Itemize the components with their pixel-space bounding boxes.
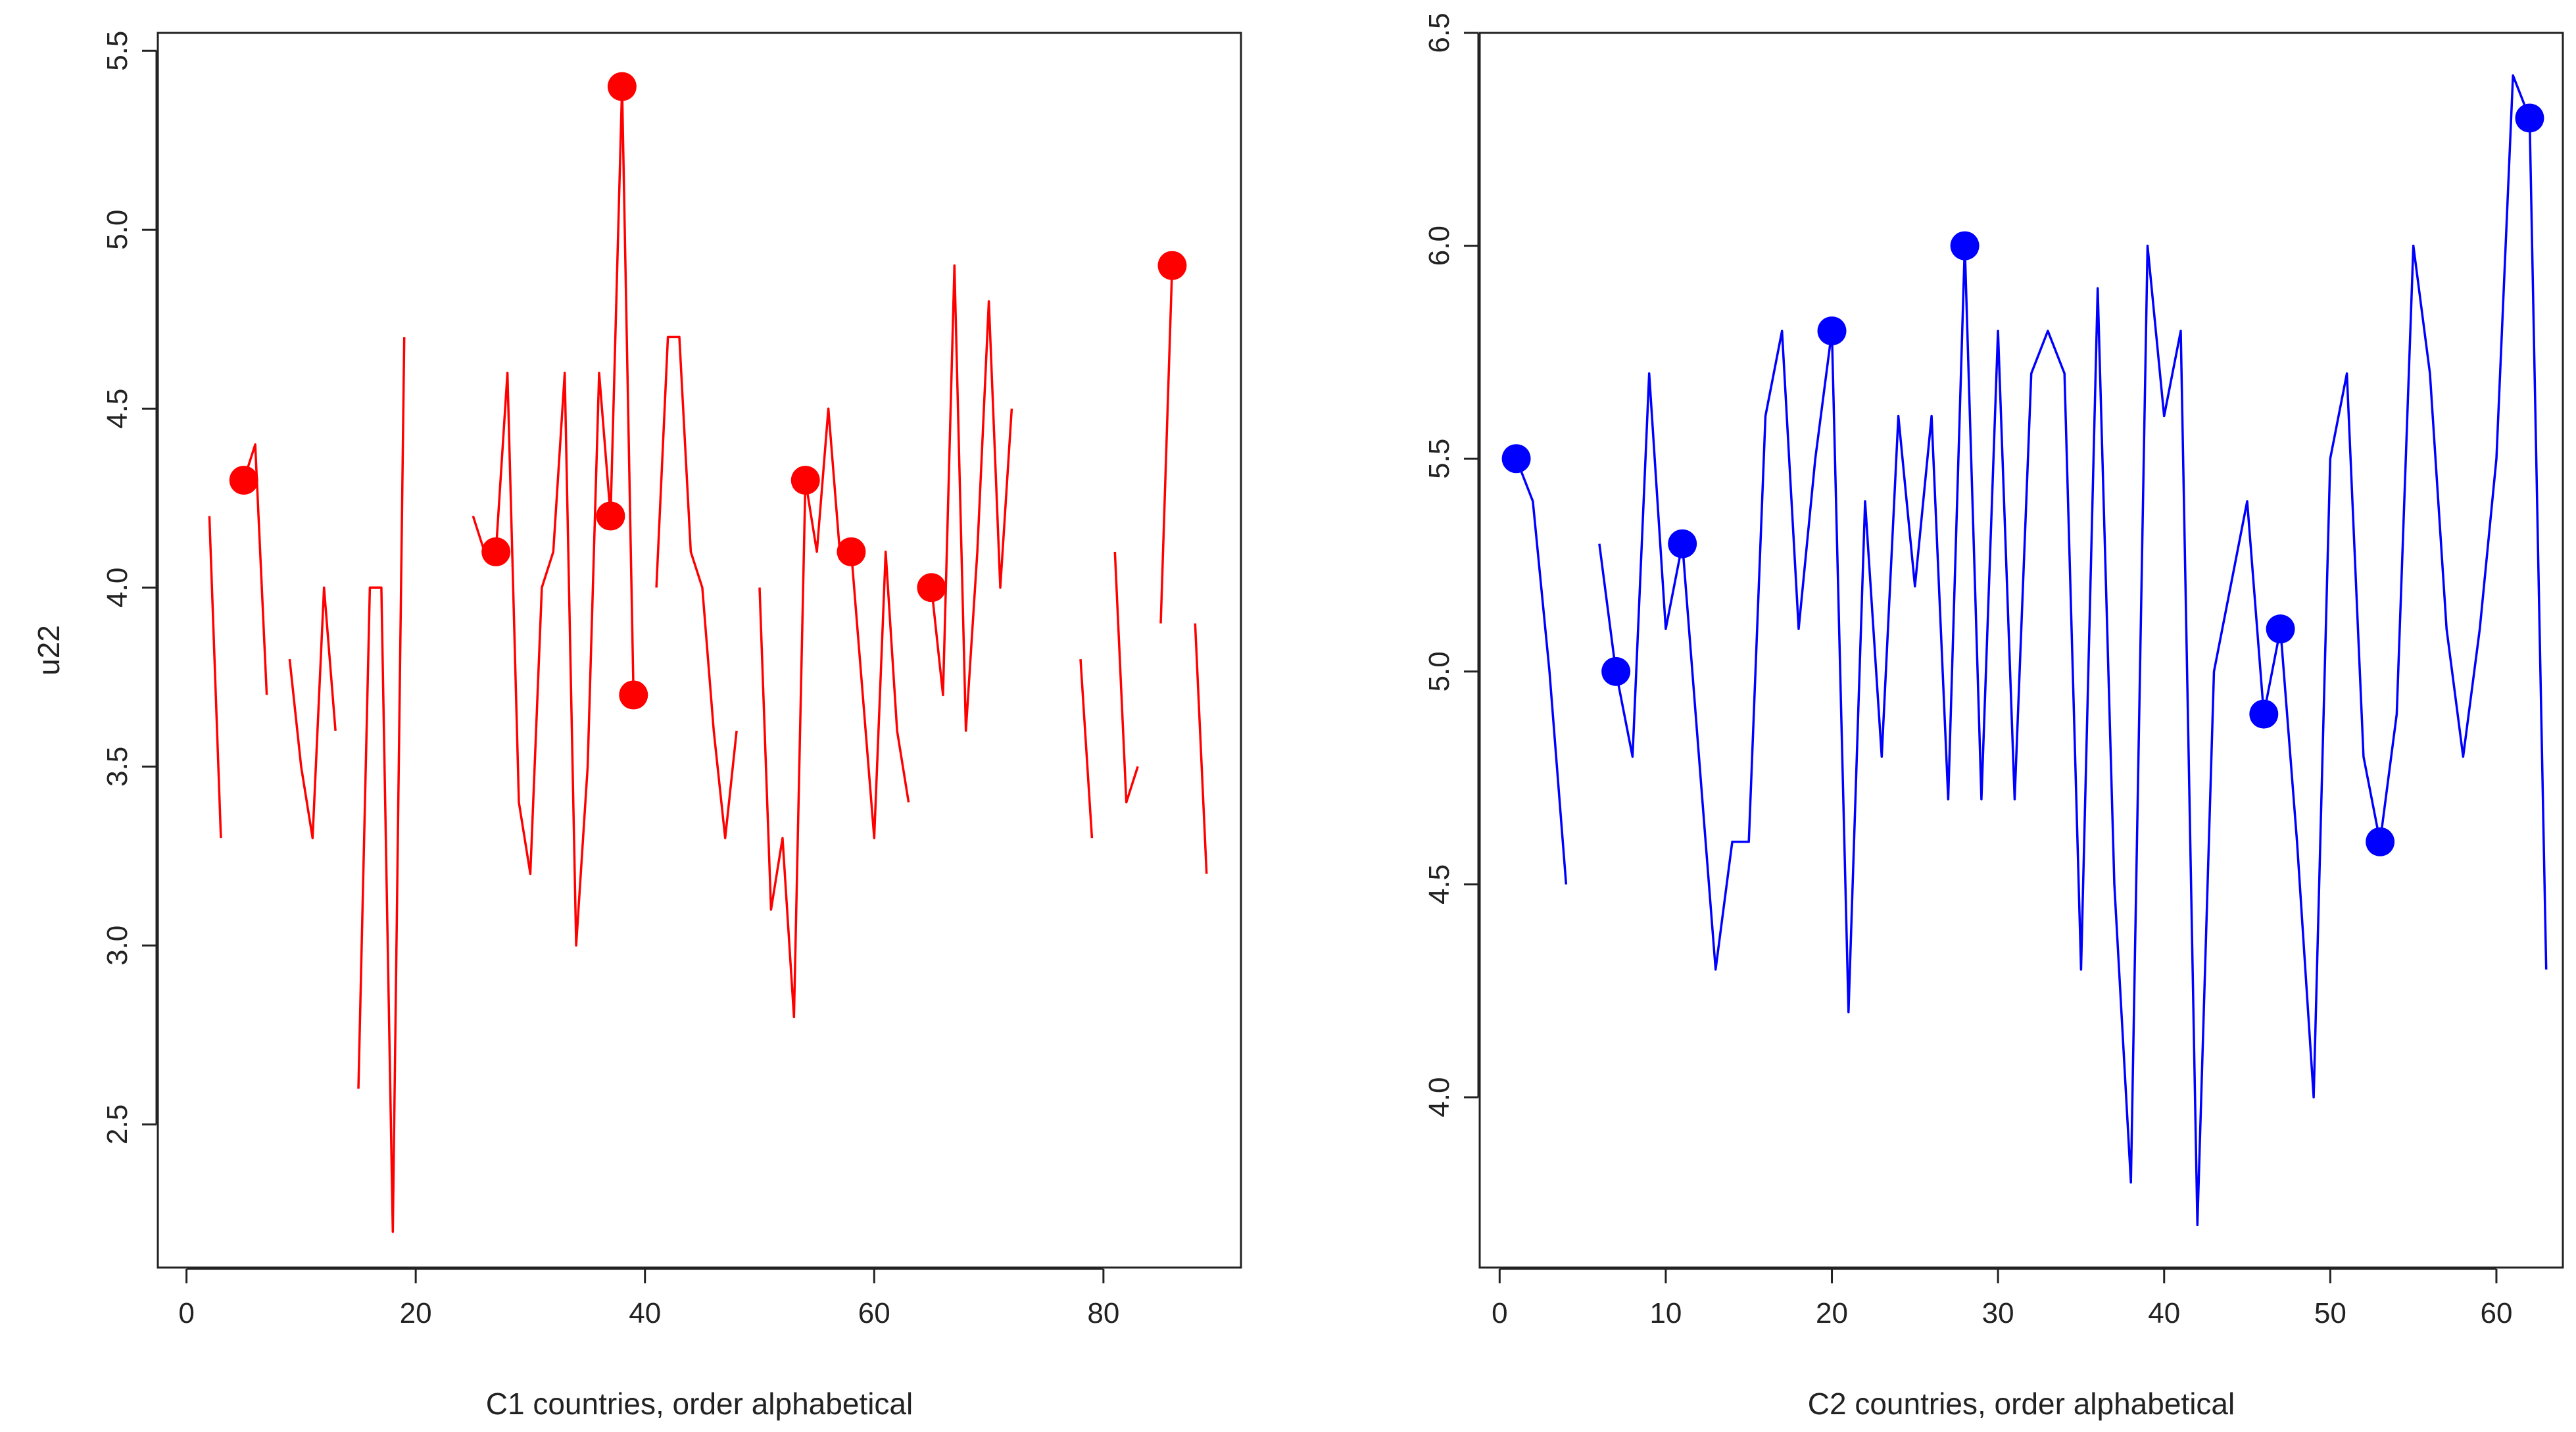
x-tick-label: 60 xyxy=(858,1297,890,1329)
x-tick-label: 10 xyxy=(1649,1297,1682,1329)
y-tick-label: 3.0 xyxy=(101,926,134,966)
y-tick-label: 4.5 xyxy=(1423,864,1455,904)
highlight-point xyxy=(619,680,648,710)
highlight-point xyxy=(1950,231,1980,260)
highlight-point xyxy=(1501,444,1531,474)
highlight-point xyxy=(837,537,866,566)
highlight-point xyxy=(1817,316,1847,346)
y-axis-title: u22 xyxy=(32,625,66,676)
highlight-point xyxy=(596,501,625,531)
highlight-point xyxy=(2366,827,2395,856)
plot-frame xyxy=(1478,32,2564,1269)
x-tick-label: 60 xyxy=(2480,1297,2512,1329)
x-tick-label: 0 xyxy=(178,1297,194,1329)
x-tick-label: 20 xyxy=(400,1297,432,1329)
y-tick-label: 5.5 xyxy=(101,31,134,71)
highlight-point xyxy=(1601,656,1631,686)
y-tick-label: 2.5 xyxy=(101,1104,134,1145)
y-tick-label: 5.5 xyxy=(1423,439,1455,479)
x-tick-label: 40 xyxy=(629,1297,661,1329)
plot-frame xyxy=(157,32,1242,1269)
x-axis-title: C2 countries, order alphabetical xyxy=(1808,1387,2235,1421)
y-tick-label: 4.0 xyxy=(101,568,134,608)
highlight-point xyxy=(790,466,820,495)
highlight-point xyxy=(481,537,511,566)
highlight-point xyxy=(917,573,946,603)
highlight-point xyxy=(2266,614,2295,644)
x-tick-label: 20 xyxy=(1816,1297,1848,1329)
chart-panel-c2: 0 10 20 30 40 50 60 4.0 4.5 5.0 5.5 6.0 6.5 C2 countr… xyxy=(1423,12,2564,1421)
highlight-point xyxy=(607,72,637,101)
y-tick-label: 4.5 xyxy=(101,389,134,429)
x-axis-title: C1 countries, order alphabetical xyxy=(486,1387,913,1421)
highlight-point xyxy=(1157,251,1187,280)
y-tick-label: 6.0 xyxy=(1423,226,1455,266)
highlight-point xyxy=(2249,699,2279,729)
x-tick-label: 0 xyxy=(1492,1297,1507,1329)
y-tick-label: 5.0 xyxy=(1423,651,1455,691)
chart-panel-c1: 0 20 40 60 80 2.5 3.0 3.5 4.0 4.5 5.0 5.5 C1 countri… xyxy=(32,31,1242,1421)
highlight-point xyxy=(2515,103,2544,133)
highlight-point xyxy=(229,466,258,495)
y-tick-label: 6.5 xyxy=(1423,12,1455,53)
x-tick-label: 50 xyxy=(2314,1297,2346,1329)
x-tick-label: 80 xyxy=(1087,1297,1119,1329)
x-tick-label: 40 xyxy=(2148,1297,2180,1329)
highlight-point xyxy=(1668,529,1697,558)
y-tick-label: 5.0 xyxy=(101,210,134,250)
y-tick-label: 4.0 xyxy=(1423,1077,1455,1118)
series-line xyxy=(1515,74,2548,1227)
series-line xyxy=(208,85,1208,1233)
x-tick-label: 30 xyxy=(1982,1297,2014,1329)
y-tick-label: 3.5 xyxy=(101,747,134,787)
